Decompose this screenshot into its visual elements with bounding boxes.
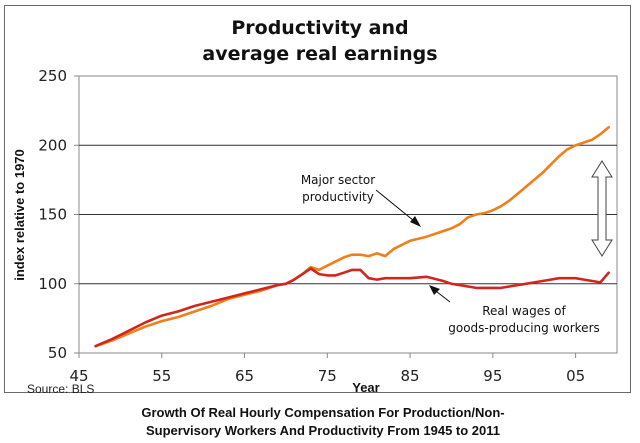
y-tick-label: 150 [38,206,67,224]
chart-frame [4,5,631,393]
annotation-wages-line-2: goods-producing workers [448,321,600,335]
series-line-productivity [94,125,611,348]
x-tick-label: 95 [483,367,502,385]
x-tick-label: 85 [401,367,420,385]
arrow-head-icon [429,285,440,295]
annotation-productivity-line-2: productivity [302,190,374,204]
x-tick-label: 75 [318,367,337,385]
annotation-productivity-arrow [375,189,420,226]
x-tick-label: 65 [235,367,254,385]
source-note: Source: BLS [27,382,94,396]
gap-double-arrow-icon [591,160,613,257]
y-tick-label: 200 [38,136,67,154]
x-tick-label: 45 [69,367,88,385]
arrow-head-icon [410,216,421,227]
y-axis-label: index relative to 1970 [12,149,27,281]
chart-title-line-2: average real earnings [202,43,437,65]
y-tick-label: 50 [48,344,67,362]
annotation-productivity-line-1: Major sector [301,173,375,187]
x-tick-label: 05 [566,367,585,385]
y-tick-label: 100 [38,275,67,293]
annotation-wages-line-1: Real wages of [482,304,566,318]
series-line-real-wages [94,267,611,348]
caption-line-1: Growth Of Real Hourly Compensation For P… [141,405,504,420]
x-tick-label: 55 [152,367,171,385]
caption-line-2: Supervisory Workers And Productivity Fro… [146,423,500,438]
chart-title-line-1: Productivity and [231,17,408,39]
x-axis-label: Year [352,380,379,395]
y-tick-label: 250 [38,67,67,85]
